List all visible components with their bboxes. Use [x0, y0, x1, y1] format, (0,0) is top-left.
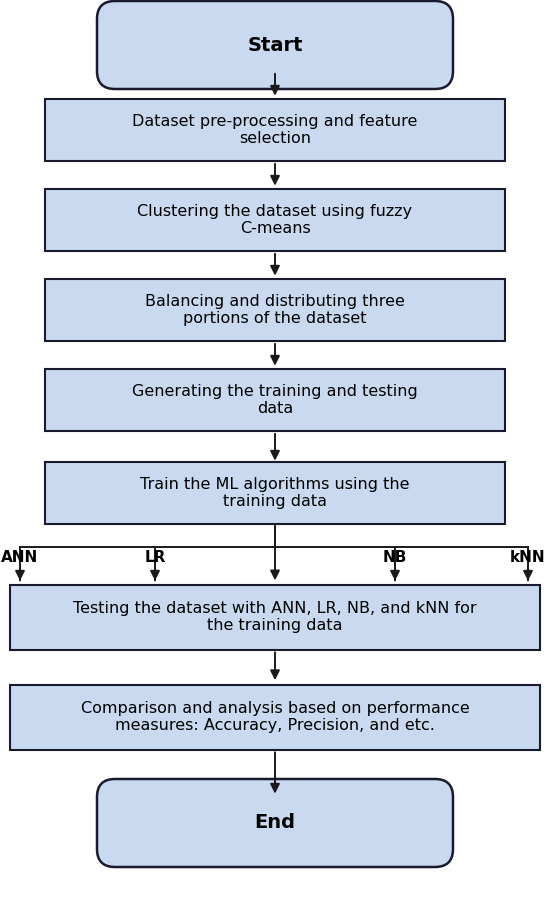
- FancyBboxPatch shape: [45, 369, 505, 431]
- FancyBboxPatch shape: [45, 189, 505, 251]
- Text: Train the ML algorithms using the
training data: Train the ML algorithms using the traini…: [140, 477, 410, 510]
- Text: LR: LR: [144, 550, 166, 565]
- Text: Dataset pre-processing and feature
selection: Dataset pre-processing and feature selec…: [133, 113, 417, 146]
- Text: Balancing and distributing three
portions of the dataset: Balancing and distributing three portion…: [145, 294, 405, 327]
- Text: Clustering the dataset using fuzzy
C-means: Clustering the dataset using fuzzy C-mea…: [138, 204, 412, 236]
- Text: Start: Start: [248, 36, 302, 55]
- FancyBboxPatch shape: [10, 585, 540, 650]
- Text: kNN: kNN: [510, 550, 546, 565]
- Text: Testing the dataset with ANN, LR, NB, and kNN for
the training data: Testing the dataset with ANN, LR, NB, an…: [73, 601, 477, 633]
- Text: End: End: [255, 813, 295, 833]
- FancyBboxPatch shape: [97, 779, 453, 867]
- Text: Generating the training and testing
data: Generating the training and testing data: [132, 383, 418, 416]
- Text: NB: NB: [383, 550, 407, 565]
- FancyBboxPatch shape: [10, 684, 540, 749]
- Text: Comparison and analysis based on performance
measures: Accuracy, Precision, and : Comparison and analysis based on perform…: [81, 701, 469, 733]
- FancyBboxPatch shape: [45, 462, 505, 524]
- FancyBboxPatch shape: [97, 1, 453, 89]
- FancyBboxPatch shape: [45, 279, 505, 341]
- Text: ANN: ANN: [2, 550, 38, 565]
- FancyBboxPatch shape: [45, 99, 505, 161]
